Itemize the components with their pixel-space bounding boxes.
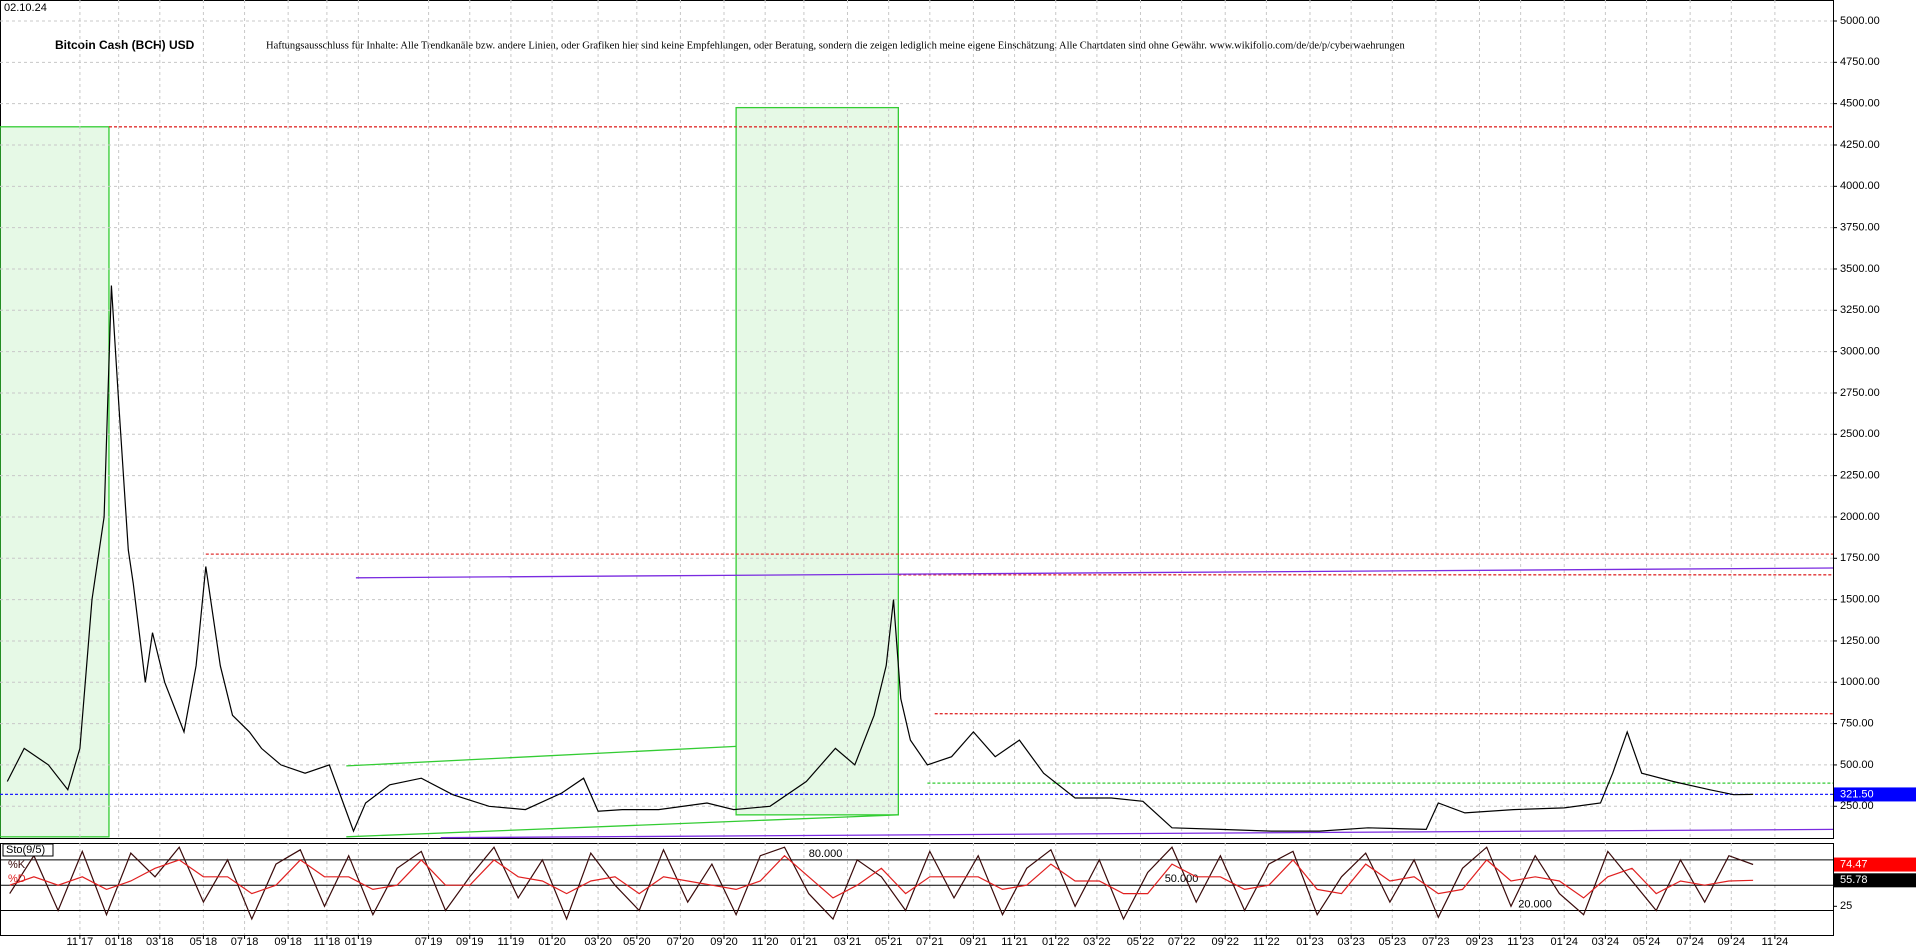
x-tick-label: 07 18 [231,936,259,948]
y-tick-label: 1250.00 [1840,635,1880,647]
x-tick-label: 03 18 [146,936,174,948]
current-price-box [1834,787,1916,802]
y-tick-label: 2250.00 [1840,470,1880,482]
x-tick-label: 05 20 [623,936,651,948]
level-label: 20.000 [1518,898,1552,910]
x-tick-label: 01 18 [105,936,133,948]
x-tick-label: 11 19 [498,936,525,948]
trend-line [346,814,899,838]
y-tick-label: 3500.00 [1840,263,1880,275]
x-tick-label: 03 20 [584,936,612,948]
x-tick-label: 05 21 [875,936,903,948]
x-tick-label: 09 18 [274,936,302,948]
current-value-box [1834,873,1916,888]
stoch-legend-box [2,843,54,857]
zone [0,126,110,838]
price-line [6,285,1754,833]
y-tick-label: 5000.00 [1840,15,1880,27]
chart-date: 02.10.24 [4,2,47,14]
x-tick-label: 03 21 [834,936,862,948]
x-tick-label: 01 23 [1296,936,1324,948]
x-tick-label: 05 22 [1127,936,1155,948]
current-value-label: 74.47 [1840,858,1868,870]
x-tick-label: 09 23 [1466,936,1494,948]
x-tick-label: 01 19 [345,936,373,948]
y-tick-label: 25 [1840,900,1852,912]
x-tick-label: 11 23 [1507,936,1534,948]
y-tick-label: 3750.00 [1840,222,1880,234]
x-tick-label: 07 24 [1676,936,1704,948]
y-tick-label: 3000.00 [1840,346,1880,358]
current-value-label: 55.78 [1840,874,1868,886]
y-tick-label: 2750.00 [1840,387,1880,399]
y-tick-label: 4000.00 [1840,180,1880,192]
trend-line [346,745,737,767]
x-tick-label: 09 24 [1718,936,1746,948]
legend-entry: %D [8,873,26,885]
x-tick-label: 11 21 [1001,936,1028,948]
y-tick-label: 250.00 [1840,800,1874,812]
current-price-label: 321.50 [1840,788,1874,800]
chart-title: Bitcoin Cash (BCH) USD [55,38,195,52]
x-tick-label: 09 19 [456,936,484,948]
x-tick-label: 05 23 [1379,936,1407,948]
y-tick-label: 1750.00 [1840,552,1880,564]
trend-line [355,567,1834,579]
y-tick-label: 750.00 [1840,718,1874,730]
x-tick-label: 05 24 [1633,936,1661,948]
y-tick-label: 2000.00 [1840,511,1880,523]
x-tick-label: 07 21 [916,936,944,948]
x-tick-label: 07 20 [667,936,695,948]
y-tick-label: 3250.00 [1840,304,1880,316]
y-tick-label: 4500.00 [1840,98,1880,110]
x-tick-label: 03 22 [1083,936,1111,948]
zone [735,106,899,816]
x-tick-label: 11 18 [314,936,341,948]
level-label: 50.000 [1165,873,1199,885]
y-tick-label: 2500.00 [1840,428,1880,440]
legend-entry: %K [8,859,26,871]
x-tick-label: 01 24 [1550,936,1578,948]
y-tick-label: 4750.00 [1840,56,1880,68]
stoch-line [9,854,1754,899]
x-tick-label: 09 20 [710,936,738,948]
x-tick-label: 03 24 [1592,936,1620,948]
x-tick-label: 01 21 [790,936,818,948]
y-tick-label: 4250.00 [1840,139,1880,151]
x-tick-label: 07 23 [1422,936,1450,948]
x-tick-label: 11 24 [1762,936,1789,948]
y-tick-label: 1500.00 [1840,594,1880,606]
x-tick-label: 09 22 [1211,936,1239,948]
x-tick-label: 01 20 [538,936,566,948]
y-tick-label: 1000.00 [1840,676,1880,688]
current-value-box [1834,857,1916,872]
x-tick-label: 05 18 [190,936,218,948]
x-tick-label: 11 22 [1253,936,1280,948]
stoch-line [9,846,1754,921]
disclaimer: Haftungsausschluss für Inhalte: Alle Tre… [266,40,1405,51]
x-tick-label: 11 17 [67,936,94,948]
trend-line [440,828,1834,839]
stoch-title: Sto(9/5) [6,844,45,856]
y-tick-label: 500.00 [1840,759,1874,771]
x-tick-label: 07 19 [415,936,443,948]
x-tick-label: 01 22 [1042,936,1070,948]
x-tick-label: 11 20 [752,936,779,948]
x-tick-label: 07 22 [1168,936,1196,948]
x-tick-label: 03 23 [1337,936,1365,948]
level-label: 80.000 [809,848,843,860]
x-tick-label: 09 21 [960,936,988,948]
stoch-frame [0,843,1834,936]
